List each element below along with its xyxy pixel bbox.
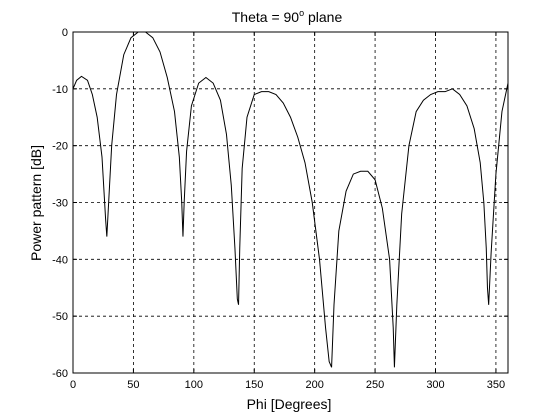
x-tick-label: 250	[366, 379, 384, 391]
y-tick-label: -40	[52, 254, 68, 266]
chart-title: Theta = 90o plane	[232, 8, 343, 25]
x-tick-label: 150	[245, 379, 263, 391]
x-tick-label: 100	[185, 379, 203, 391]
x-tick-label: 50	[127, 379, 139, 391]
y-tick-label: -60	[52, 368, 68, 380]
grid	[73, 32, 508, 373]
y-tick-label: -10	[52, 84, 68, 96]
y-tick-label: -20	[52, 141, 68, 153]
axis-ticks: 0 50 100 150 200 250 300 350 0 -10 -20 -30 -40 -50 -60	[52, 27, 508, 391]
y-tick-label: -50	[52, 311, 68, 323]
chart-title-end: plane	[304, 9, 342, 25]
series-group	[72, 31, 509, 368]
power-pattern-line	[72, 31, 509, 368]
x-tick-label: 300	[426, 379, 444, 391]
y-tick-label: 0	[62, 27, 68, 39]
chart-title-degree: o	[299, 8, 304, 18]
x-axis-label: Phi [Degrees]	[247, 396, 332, 412]
y-axis-label: Power pattern [dB]	[28, 145, 44, 261]
x-tick-label: 350	[487, 379, 505, 391]
x-tick-label: 200	[305, 379, 323, 391]
chart-title-main: Theta = 90	[232, 9, 300, 25]
x-tick-label: 0	[70, 379, 76, 391]
y-tick-label: -30	[52, 198, 68, 210]
